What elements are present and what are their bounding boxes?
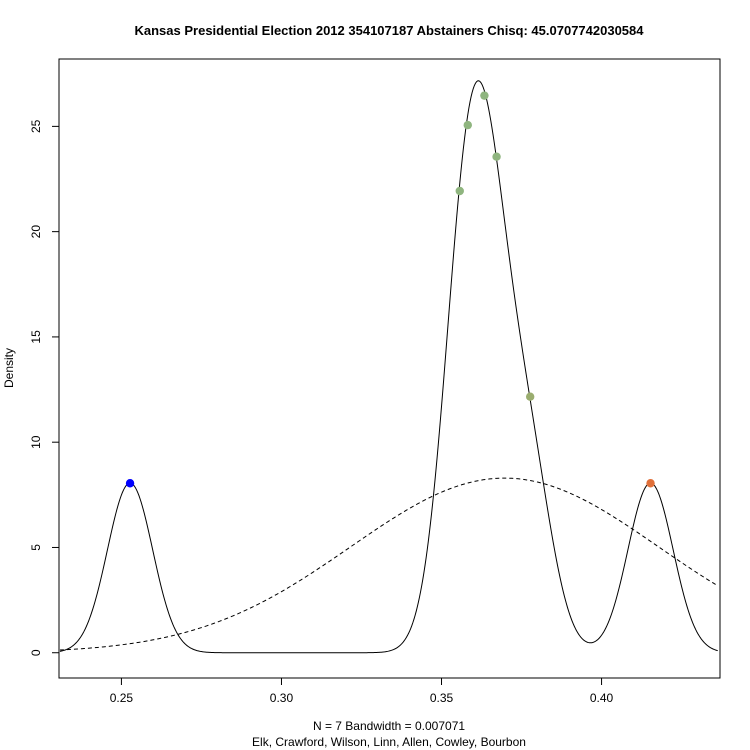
y-tick-label: 10 bbox=[29, 435, 43, 449]
y-axis-label: Density bbox=[2, 348, 16, 388]
y-tick-label: 20 bbox=[29, 225, 43, 239]
x-axis: 0.25 0.30 0.35 0.40 bbox=[110, 677, 614, 705]
y-axis: 0 5 10 15 20 25 bbox=[29, 119, 60, 656]
x-tick-label: 0.35 bbox=[430, 691, 454, 705]
chart-title: Kansas Presidential Election 2012 354107… bbox=[135, 23, 645, 38]
x-tick-label: 0.25 bbox=[110, 691, 134, 705]
x-axis-label-line2: Elk, Crawford, Wilson, Linn, Allen, Cowl… bbox=[252, 735, 526, 749]
x-tick-label: 0.40 bbox=[590, 691, 614, 705]
y-tick-label: 5 bbox=[29, 544, 43, 551]
data-point bbox=[525, 392, 535, 401]
y-tick-label: 25 bbox=[29, 119, 43, 133]
x-axis-label-line1: N = 7 Bandwidth = 0.007071 bbox=[313, 719, 465, 733]
y-tick-label: 0 bbox=[29, 649, 43, 656]
kde-density-curve bbox=[59, 80, 718, 654]
data-point bbox=[646, 479, 655, 488]
data-point bbox=[480, 91, 489, 100]
y-tick-label: 15 bbox=[29, 330, 43, 344]
x-tick-label: 0.30 bbox=[270, 691, 294, 705]
data-point bbox=[463, 120, 472, 130]
data-point bbox=[455, 186, 464, 196]
data-point bbox=[492, 152, 501, 161]
data-points bbox=[125, 91, 655, 488]
data-point bbox=[125, 479, 135, 488]
normal-reference-curve bbox=[59, 477, 719, 651]
plot-frame bbox=[58, 58, 721, 679]
